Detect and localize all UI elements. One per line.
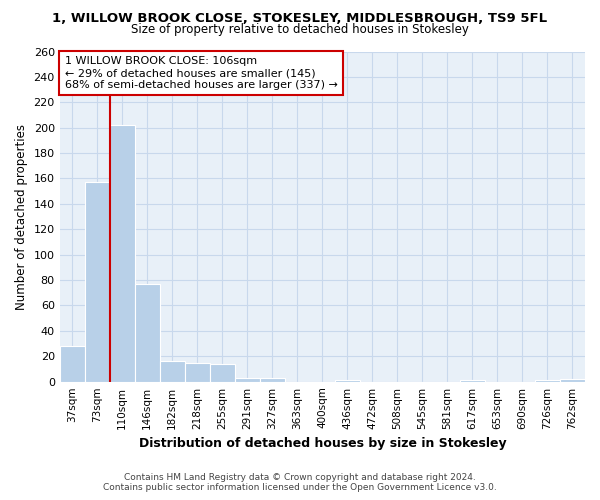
Bar xyxy=(160,362,185,382)
Text: Size of property relative to detached houses in Stokesley: Size of property relative to detached ho… xyxy=(131,22,469,36)
Bar xyxy=(85,182,110,382)
Y-axis label: Number of detached properties: Number of detached properties xyxy=(15,124,28,310)
Bar xyxy=(185,362,210,382)
Text: 1 WILLOW BROOK CLOSE: 106sqm
← 29% of detached houses are smaller (145)
68% of s: 1 WILLOW BROOK CLOSE: 106sqm ← 29% of de… xyxy=(65,56,338,90)
Bar xyxy=(210,364,235,382)
Bar xyxy=(59,346,85,382)
Bar xyxy=(535,380,560,382)
Text: 1, WILLOW BROOK CLOSE, STOKESLEY, MIDDLESBROUGH, TS9 5FL: 1, WILLOW BROOK CLOSE, STOKESLEY, MIDDLE… xyxy=(52,12,548,26)
Bar xyxy=(560,379,585,382)
X-axis label: Distribution of detached houses by size in Stokesley: Distribution of detached houses by size … xyxy=(139,437,506,450)
Bar xyxy=(235,378,260,382)
Bar xyxy=(135,284,160,382)
Bar xyxy=(110,125,135,382)
Bar xyxy=(460,380,485,382)
Bar xyxy=(335,380,360,382)
Text: Contains HM Land Registry data © Crown copyright and database right 2024.
Contai: Contains HM Land Registry data © Crown c… xyxy=(103,473,497,492)
Bar xyxy=(260,378,285,382)
